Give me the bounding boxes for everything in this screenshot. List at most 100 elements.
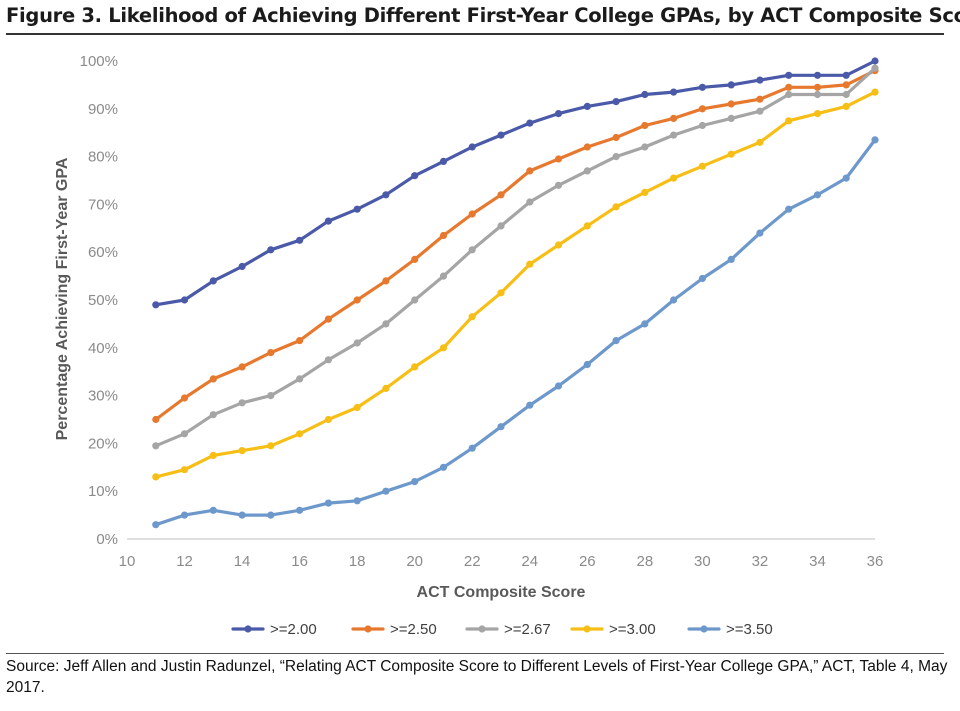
data-point <box>468 246 476 254</box>
data-point <box>842 174 850 182</box>
data-point <box>468 444 476 452</box>
y-axis-ticks: 0% 10% 20% 30% 40% 50% 60% 70% 80% 90% 100% <box>80 53 118 548</box>
data-point <box>813 191 822 199</box>
data-point <box>497 222 505 230</box>
data-point <box>497 289 505 297</box>
x-tick-label: 34 <box>809 553 826 570</box>
data-point <box>439 157 448 165</box>
data-point <box>180 466 189 474</box>
data-point <box>209 375 217 383</box>
data-point <box>296 430 304 438</box>
data-point <box>209 277 217 285</box>
legend-label: >=2.00 <box>270 621 317 638</box>
data-point <box>727 255 735 263</box>
data-point <box>785 83 793 91</box>
data-point <box>296 506 304 514</box>
data-point <box>842 71 850 79</box>
data-point <box>871 136 879 144</box>
data-point <box>382 384 390 392</box>
data-point <box>439 231 448 240</box>
data-point <box>785 117 793 125</box>
data-point <box>785 205 793 213</box>
data-point <box>612 133 620 142</box>
series-4 <box>152 88 879 481</box>
data-point <box>612 337 620 345</box>
data-point <box>296 375 304 383</box>
source-divider <box>6 653 944 654</box>
data-point <box>583 143 591 151</box>
legend-label: >=2.67 <box>504 621 551 638</box>
data-point <box>871 64 879 72</box>
data-point <box>698 105 707 113</box>
data-point <box>785 71 793 79</box>
data-point <box>727 114 735 122</box>
data-point <box>267 511 275 519</box>
data-point <box>526 401 534 409</box>
data-point <box>411 478 419 486</box>
data-point <box>267 392 275 400</box>
data-point <box>411 296 419 304</box>
data-point <box>670 88 678 96</box>
data-point <box>353 403 361 412</box>
y-axis-title: Percentage Achieving First-Year GPA <box>54 157 71 440</box>
data-point <box>871 57 879 65</box>
series-line <box>154 90 877 479</box>
data-point <box>785 90 793 99</box>
series-layer <box>152 57 879 529</box>
data-point <box>382 487 390 495</box>
x-tick-label: 10 <box>119 553 136 570</box>
x-tick-label: 36 <box>867 553 884 570</box>
data-point <box>180 296 189 304</box>
data-point <box>641 121 649 130</box>
series-line <box>154 59 877 307</box>
legend-swatch-marker <box>364 625 372 633</box>
data-point <box>238 363 246 371</box>
y-tick-label: 60% <box>88 244 118 261</box>
data-point <box>180 511 189 519</box>
legend: >=2.00 >=2.50 >=2.67 >=3.00 >=3.50 <box>231 621 773 638</box>
y-tick-label: 0% <box>96 531 118 548</box>
y-tick-label: 20% <box>88 435 118 452</box>
data-point <box>756 95 764 103</box>
data-point <box>670 131 678 139</box>
x-tick-label: 26 <box>579 553 596 570</box>
data-point <box>382 191 390 199</box>
data-point <box>296 236 304 244</box>
data-point <box>353 497 361 505</box>
data-point <box>152 415 160 424</box>
legend-label: >=2.50 <box>390 621 437 638</box>
legend-item: >=2.67 <box>465 621 551 638</box>
data-point <box>180 394 189 402</box>
data-point <box>670 296 678 304</box>
x-tick-label: 20 <box>406 553 423 570</box>
legend-swatch-marker <box>583 625 591 633</box>
data-point <box>698 121 707 130</box>
data-point <box>526 198 534 206</box>
y-tick-label: 40% <box>88 340 118 357</box>
data-point <box>813 71 822 79</box>
data-point <box>612 203 620 211</box>
data-point <box>727 100 735 108</box>
data-point <box>382 277 390 285</box>
data-point <box>238 399 246 407</box>
data-point <box>842 102 850 110</box>
legend-swatch-marker <box>478 625 486 633</box>
x-tick-label: 22 <box>464 553 481 570</box>
data-point <box>641 143 649 151</box>
x-tick-label: 16 <box>291 553 308 570</box>
data-point <box>411 363 419 371</box>
data-point <box>698 83 707 91</box>
data-point <box>382 320 390 328</box>
x-tick-label: 32 <box>752 553 769 570</box>
data-point <box>670 114 678 122</box>
data-point <box>497 191 505 199</box>
data-point <box>267 349 275 357</box>
data-point <box>152 473 160 481</box>
data-point <box>612 98 620 106</box>
data-point <box>468 143 476 151</box>
series-line <box>154 68 877 422</box>
data-point <box>152 442 160 450</box>
data-point <box>238 262 246 271</box>
data-point <box>324 499 332 507</box>
legend-item: >=3.00 <box>570 621 656 638</box>
